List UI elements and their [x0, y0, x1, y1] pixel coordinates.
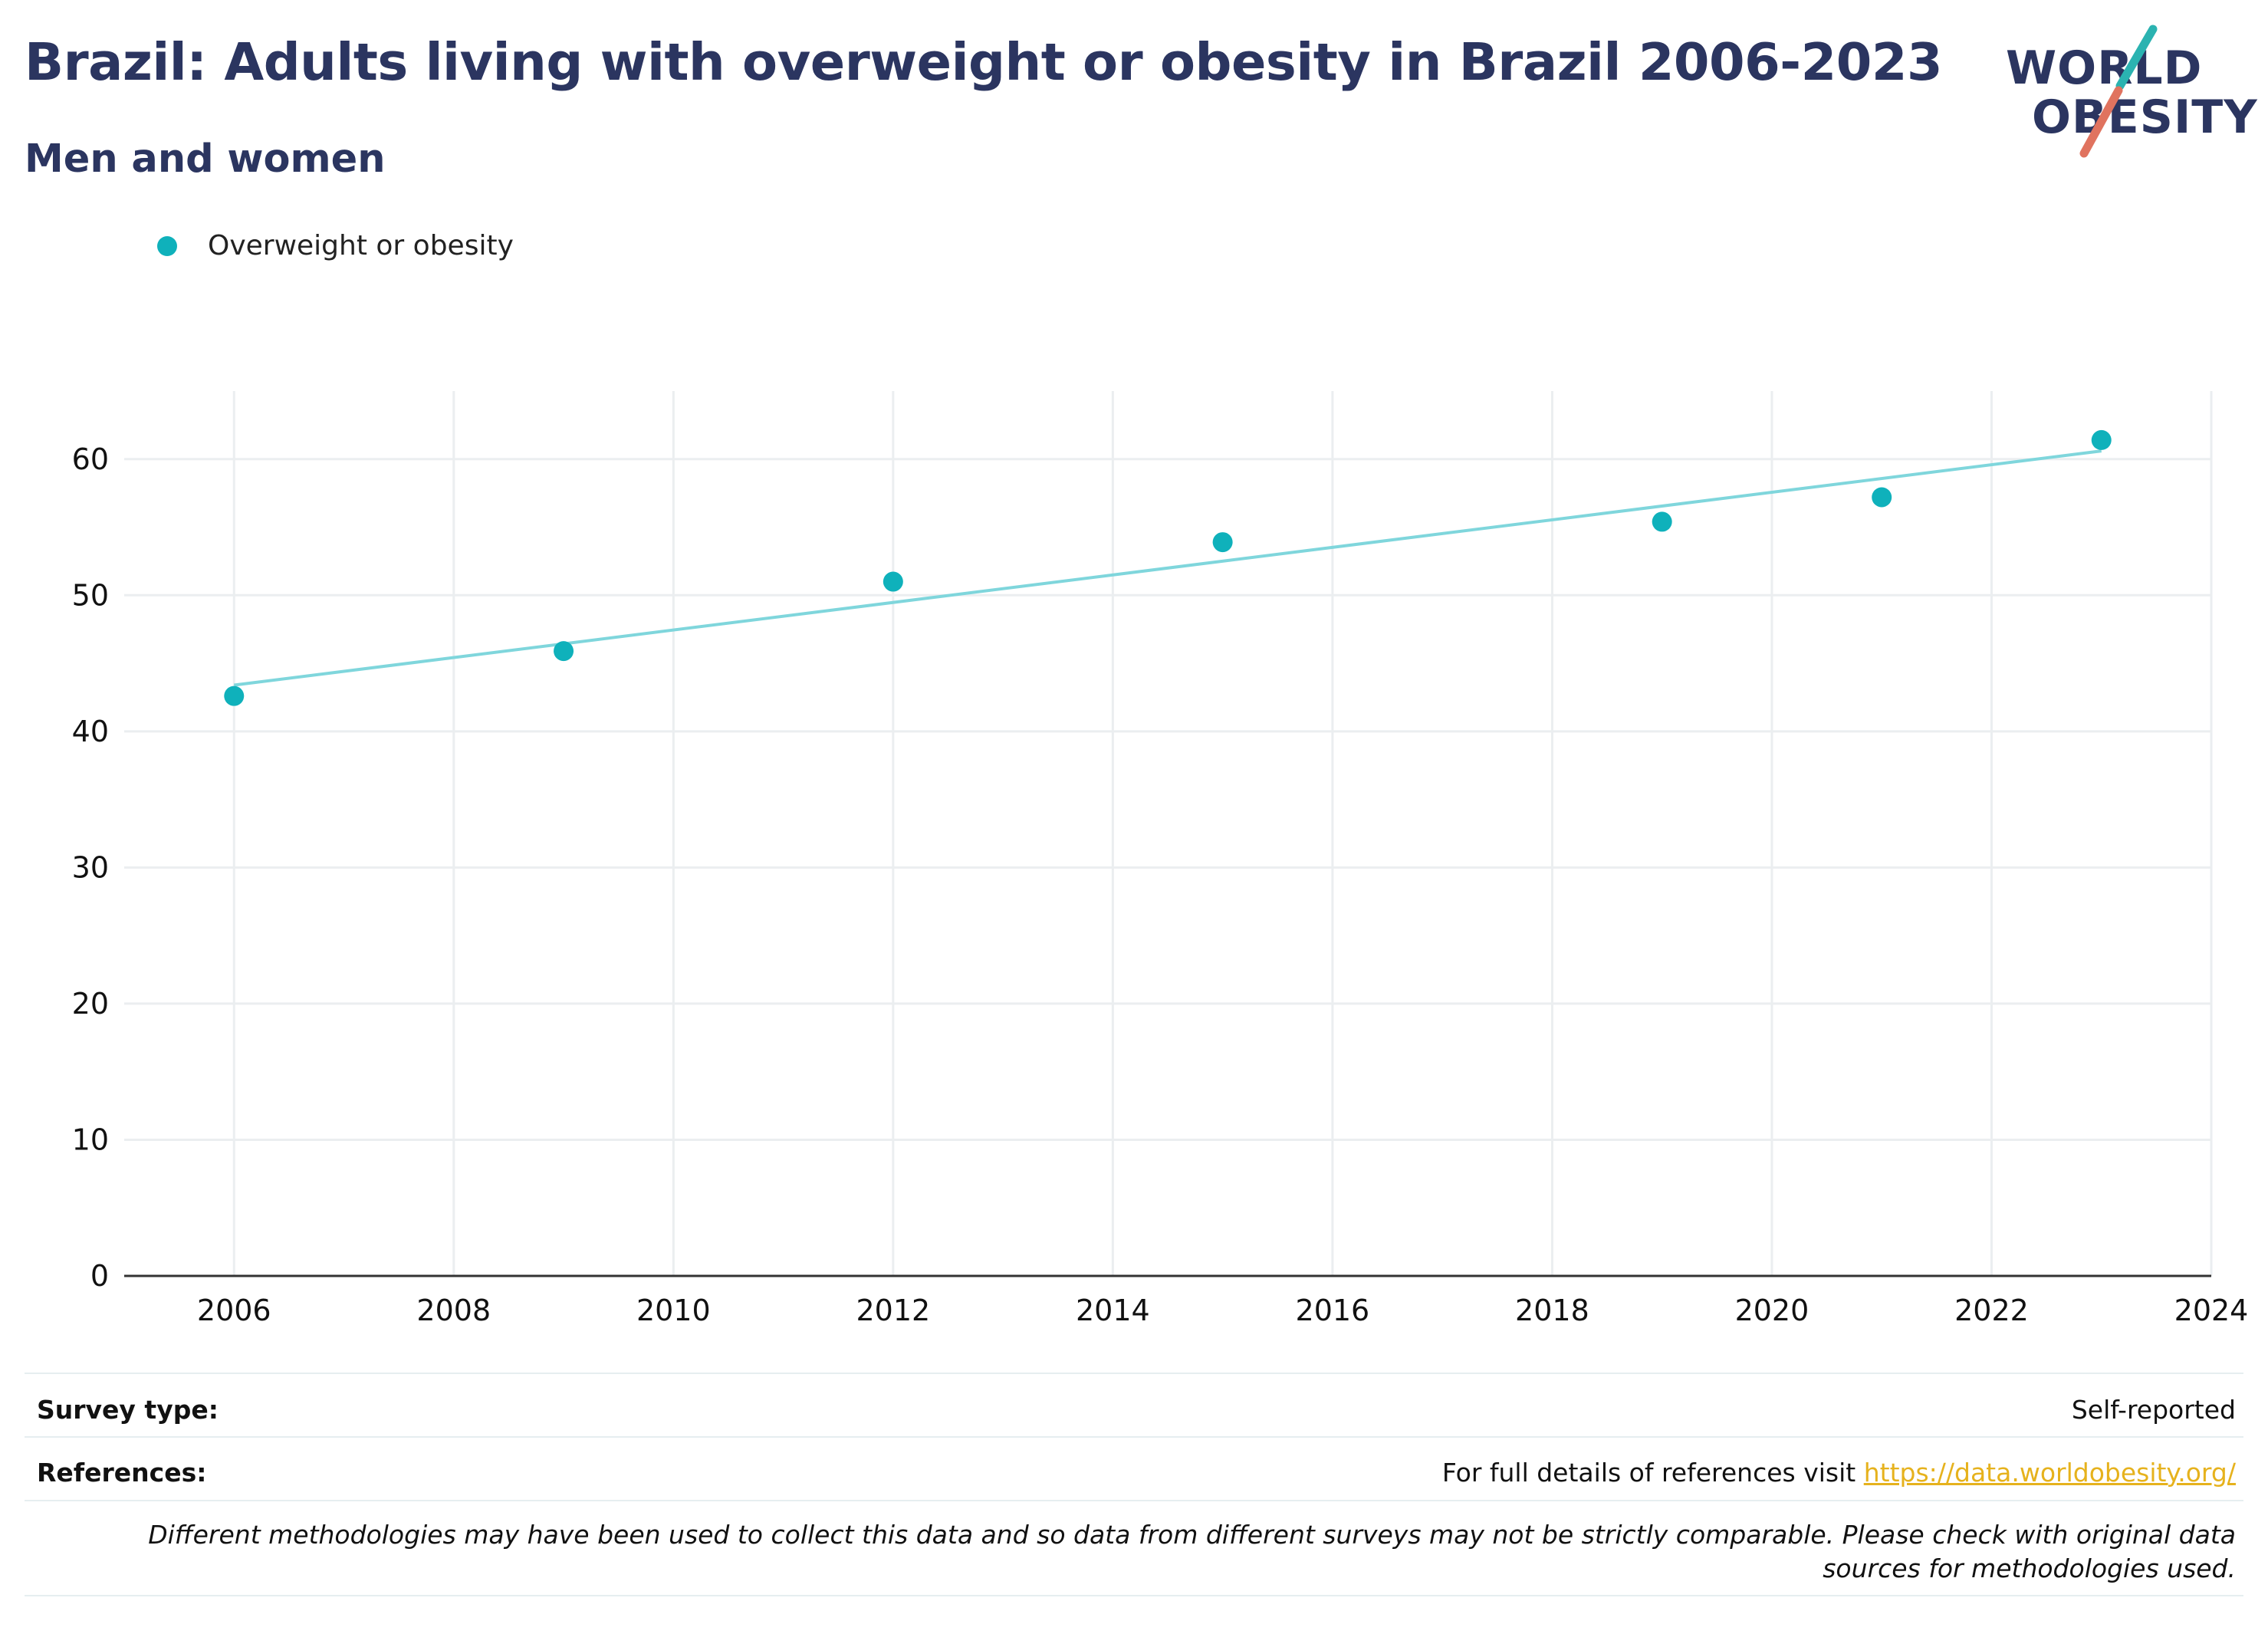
x-tick-label: 2024 [2174, 1294, 2249, 1327]
x-tick-label: 2006 [197, 1294, 271, 1327]
data-point [2091, 429, 2112, 450]
x-tick-label: 2016 [1296, 1294, 1370, 1327]
scatter-chart: 0 10 20 30 40 50 60 2006 2008 2010 2012 2014 2016 201… [72, 391, 2249, 1327]
survey-type-label: Survey type: [37, 1394, 219, 1425]
data-point [554, 641, 574, 662]
legend-label: Overweight or obesity [208, 230, 514, 261]
logo-word-obesity: OBESITY [2032, 90, 2258, 144]
x-tick-label: 2010 [636, 1294, 711, 1327]
references-value: For full details of references visit htt… [1442, 1458, 2243, 1488]
x-tick-label: 2008 [416, 1294, 491, 1327]
x-tick-label: 2022 [1954, 1294, 2029, 1327]
y-tick-label: 0 [90, 1259, 109, 1293]
footer-divider [25, 1373, 2243, 1374]
chart-title: Brazil: Adults living with overweight or… [25, 32, 1943, 92]
x-tick-label: 2012 [856, 1294, 930, 1327]
legend-marker [157, 235, 177, 256]
data-point [1212, 532, 1233, 553]
y-tick-label: 60 [72, 442, 109, 476]
references-link[interactable]: https://data.worldobesity.org/ [1863, 1457, 2236, 1488]
references-text: For full details of references visit [1441, 1457, 1864, 1488]
logo-word-world: WORLD [2006, 41, 2203, 95]
footer-divider [25, 1500, 2243, 1501]
chart-subtitle: Men and women [25, 136, 386, 182]
data-point [224, 685, 245, 706]
references-label: References: [37, 1457, 207, 1488]
logo-slash-icon [2079, 25, 2158, 158]
y-tick-label: 30 [72, 850, 109, 884]
world-obesity-logo: WORLD OBESITY [2001, 21, 2257, 167]
legend: Overweight or obesity [157, 230, 514, 261]
survey-type-row: Survey type: Self-reported [25, 1386, 2243, 1432]
y-tick-label: 40 [72, 715, 109, 748]
trend-line [234, 449, 2102, 687]
y-tick-label: 50 [72, 578, 109, 612]
x-tick-label: 2014 [1076, 1294, 1150, 1327]
footer-divider [25, 1595, 2243, 1596]
methodology-note: Different methodologies may have been us… [148, 1520, 2236, 1583]
survey-type-value: Self-reported [2071, 1394, 2236, 1425]
x-tick-label: 2020 [1735, 1294, 1809, 1327]
data-point [1872, 487, 1892, 508]
references-row: References: For full details of referenc… [25, 1449, 2243, 1495]
y-tick-label: 10 [72, 1123, 109, 1156]
x-tick-label: 2018 [1515, 1294, 1589, 1327]
data-point [1652, 511, 1672, 532]
footer-divider [25, 1436, 2243, 1438]
data-point [883, 571, 903, 592]
y-tick-label: 20 [72, 987, 109, 1021]
